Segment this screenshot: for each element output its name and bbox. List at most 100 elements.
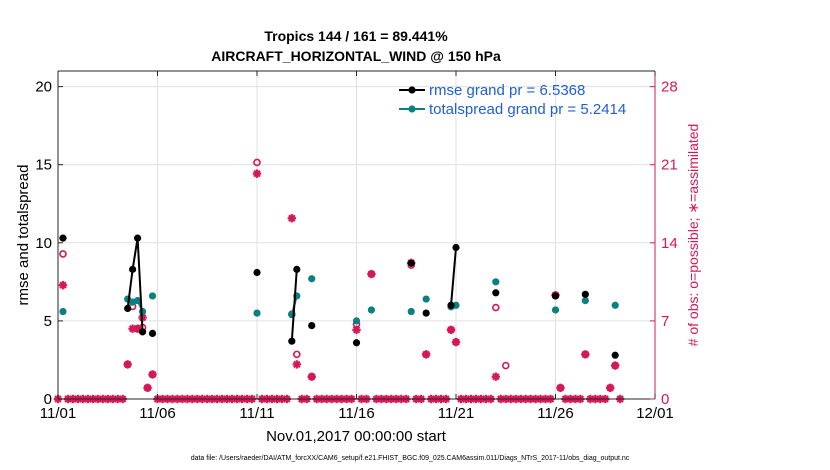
obs-assimilated-point-bar (293, 360, 301, 369)
axis-layer: 11/01 11/06 11/11 11/16 11/21 11/26 12/01 0 5 10 1… (35, 70, 678, 422)
rmse-point (293, 265, 301, 273)
spread-point (611, 301, 619, 309)
spread-point (148, 292, 157, 300)
obs-assimilated-point (148, 370, 157, 379)
obs-assimilated-point-bar (148, 370, 157, 379)
y-tick-label-left: 20 (35, 79, 52, 96)
x-axis-label: Nov.01,2017 00:00:00 start (266, 428, 447, 445)
obs-assimilated-point-bar (422, 350, 430, 359)
rmse-point (129, 265, 137, 273)
y-tick-label-left: 0 (44, 391, 52, 408)
obs-possible-point (59, 250, 67, 258)
rmse-point (253, 268, 261, 277)
rmse-line (450, 247, 457, 306)
spread-point (551, 306, 560, 314)
rmse-point (124, 304, 132, 313)
rmse-point (581, 290, 589, 298)
obs-assimilated-point (292, 360, 301, 369)
spread-point (59, 307, 67, 316)
obs-assimilated-point (133, 324, 142, 333)
obs-assimilated-point-bar (352, 326, 361, 334)
legend: rmse grand pr = 6.5368 totalspread grand … (399, 82, 626, 118)
rmse-point (148, 329, 157, 337)
obs-assimilated-point (367, 269, 376, 279)
y-tick-label-right: 14 (661, 235, 678, 252)
rmse-point (407, 259, 415, 267)
spread-point (422, 295, 430, 303)
rmse-point (447, 301, 455, 309)
rmse-point (134, 234, 142, 242)
rmse-point (492, 289, 500, 297)
x-tick-label: 11/01 (40, 405, 76, 422)
rmse-point (352, 339, 361, 347)
obs-assimilated-point (446, 325, 456, 335)
y-tick-label-right: 7 (661, 313, 669, 330)
obs-assimilated-point-bar (606, 384, 614, 392)
rmse-point (308, 321, 316, 330)
rmse-point (138, 328, 147, 336)
obs-assimilated-point (611, 361, 620, 370)
x-tick-label: 12/01 (636, 405, 674, 422)
x-tick-label: 11/16 (338, 405, 374, 422)
legend-entry-label: rmse grand pr = 6.5368 (429, 82, 585, 99)
spread-point (134, 297, 142, 305)
obs-assimilated-point (451, 337, 461, 347)
obs-assimilated-point (58, 281, 68, 290)
spread-point (407, 307, 415, 316)
x-tick-label: 11/21 (438, 405, 474, 422)
grid-layer (58, 71, 655, 399)
legend-entry-label: totalspread grand pr = 5.2414 (429, 101, 626, 118)
obs-assimilated-point (581, 350, 590, 359)
rmse-point (288, 337, 296, 345)
rmse-point (59, 234, 67, 242)
obs-possible-point (501, 361, 510, 370)
spread-point (452, 301, 460, 309)
y-tick-label-left: 15 (35, 157, 52, 174)
y-tick-label-left: 5 (44, 313, 52, 330)
obs-assimilated-point-bar (611, 361, 619, 370)
obs-assimilated-point-bar (452, 338, 460, 346)
spread-point (367, 306, 376, 314)
rmse-line (126, 237, 144, 332)
obs-possible-point (491, 303, 500, 312)
rmse-point (551, 292, 560, 300)
obs-assimilated-point-bar (59, 281, 67, 289)
spread-point (253, 309, 261, 317)
x-tick-label: 11/11 (239, 405, 274, 422)
obs-assimilated-point (287, 214, 297, 223)
obs-assimilated-point-bar (447, 326, 455, 334)
x-tick-label: 11/06 (139, 405, 175, 422)
legend-swatch-marker (408, 105, 416, 113)
y-tick-label-right: 21 (661, 157, 678, 174)
y-tick-label-right: 28 (661, 79, 678, 96)
obs-assimilated-point (307, 372, 316, 381)
obs-assimilated-point (606, 383, 615, 393)
obs-assimilated-point (556, 383, 565, 393)
obs-assimilated-point-bar (581, 350, 590, 359)
obs-possible-point (292, 350, 301, 359)
obs-assimilated-point-bar (133, 324, 142, 333)
obs-assimilated-point-bar (556, 384, 565, 392)
series-layer (53, 158, 625, 404)
x-tick-label: 11/26 (537, 405, 573, 422)
obs-assimilated-point-bar (308, 372, 316, 381)
obs-assimilated-point-bar (253, 169, 261, 178)
obs-possible-point (253, 158, 261, 167)
rmse-point (422, 309, 430, 317)
y-axis-label-left: rmse and totalspread (15, 165, 32, 306)
obs-assimilated-point (123, 360, 132, 369)
rmse-line (290, 269, 298, 342)
spread-point (308, 275, 316, 283)
spread-point (352, 317, 361, 325)
legend-swatch-marker (408, 86, 416, 94)
chart-title-line2: AIRCRAFT_HORIZONTAL_WIND @ 150 hPa (211, 48, 501, 64)
rmse-point (452, 243, 460, 252)
obs-assimilated-point-bar (123, 360, 132, 369)
obs-assimilated-point-bar (288, 214, 296, 222)
obs-assimilated-point-bar (143, 384, 152, 392)
y-tick-label-left: 10 (35, 235, 52, 252)
obs-assimilated-point (491, 372, 500, 381)
footer-data-file: data file: /Users/raeder/DAI/ATM_forcXX/… (191, 455, 630, 462)
obs-assimilated-point (352, 325, 361, 335)
